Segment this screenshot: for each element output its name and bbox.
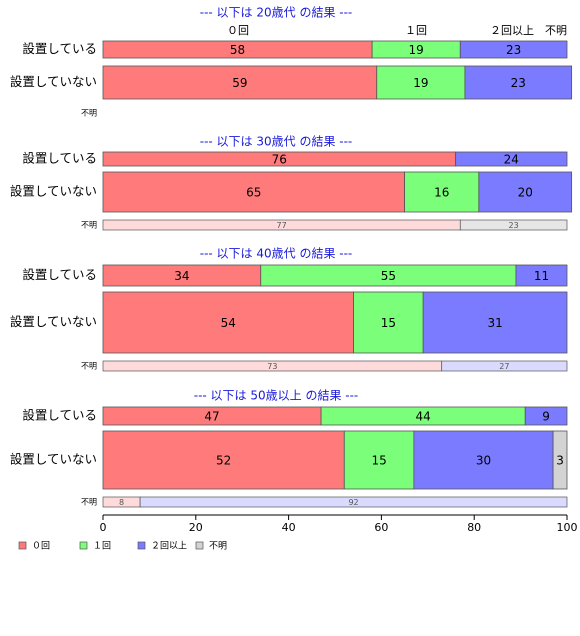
unknown-data-label: 77	[277, 221, 287, 230]
bar-segment	[422, 291, 568, 354]
bar-segment	[464, 65, 573, 100]
row-label: 設置していない	[10, 74, 97, 89]
unknown-label: 不明	[81, 109, 97, 118]
bar-segment	[478, 171, 573, 213]
legend-label: 不明	[209, 541, 227, 552]
data-label: 23	[506, 43, 521, 57]
column-header-1: １回	[405, 24, 427, 37]
group-title: --- 以下は 50歳以上 の結果 ---	[194, 389, 359, 403]
data-label: 15	[381, 316, 396, 330]
data-label: 20	[518, 186, 533, 200]
bar-segment	[376, 65, 466, 100]
bar-segment	[515, 264, 568, 287]
unknown-data-label: 92	[348, 498, 358, 507]
data-label: 58	[230, 43, 245, 57]
data-label: 9	[542, 410, 550, 424]
bar-segment	[102, 430, 345, 490]
data-label: 65	[246, 186, 261, 200]
group-title: --- 以下は 30歳代 の結果 ---	[200, 135, 353, 149]
row-label: 設置していない	[10, 314, 97, 329]
row-label: 設置している	[22, 41, 97, 56]
data-label: 3	[556, 454, 564, 468]
data-label: 34	[174, 269, 189, 283]
bar-segment	[353, 291, 424, 354]
data-label: 54	[221, 316, 236, 330]
data-label: 31	[487, 316, 502, 330]
x-tick-label: 100	[557, 521, 578, 534]
unknown-segment	[139, 496, 568, 508]
data-label: 44	[416, 410, 431, 424]
x-tick-label: 80	[467, 521, 481, 534]
unknown-data-label: 27	[499, 362, 509, 371]
unknown-label: 不明	[81, 362, 97, 371]
column-header-3: 不明	[545, 24, 567, 37]
data-label: 23	[511, 76, 526, 90]
data-label: 19	[413, 76, 428, 90]
data-label: 52	[216, 454, 231, 468]
unknown-label: 不明	[81, 498, 97, 507]
data-label: 11	[534, 269, 549, 283]
data-label: 47	[204, 410, 219, 424]
legend-swatch	[79, 541, 88, 550]
x-tick-label: 60	[374, 521, 388, 534]
legend-swatch	[195, 541, 204, 550]
data-label: 30	[476, 454, 491, 468]
legend-label: １回	[93, 541, 111, 552]
bar-segment	[404, 171, 480, 213]
unknown-segment	[459, 219, 568, 231]
group-title: --- 以下は 40歳代 の結果 ---	[200, 247, 353, 261]
bar-segment	[459, 40, 568, 59]
bar-segment	[102, 171, 406, 213]
data-label: 55	[381, 269, 396, 283]
unknown-data-label: 8	[119, 498, 124, 507]
legend-label: ２回以上	[151, 541, 187, 552]
data-label: 24	[504, 153, 519, 167]
x-tick-label: 20	[189, 521, 203, 534]
row-label: 設置していない	[10, 184, 97, 199]
x-tick-label: 0	[100, 521, 107, 534]
data-label: 59	[232, 76, 247, 90]
group-title: --- 以下は 20歳代 の結果 ---	[200, 6, 353, 20]
data-label: 15	[371, 454, 386, 468]
unknown-segment	[441, 360, 568, 372]
bar-segment	[524, 406, 568, 426]
bar-segment	[413, 430, 554, 490]
row-label: 設置している	[22, 267, 97, 282]
bar-segment	[455, 151, 568, 167]
column-header-0: ０回	[227, 24, 249, 37]
row-label: 設置している	[22, 408, 97, 423]
bar-segment	[343, 430, 415, 490]
row-label: 設置していない	[10, 452, 97, 467]
legend-label: ０回	[32, 541, 50, 552]
bar-segment	[102, 291, 354, 354]
legend-swatch	[137, 541, 146, 550]
x-tick-label: 40	[282, 521, 296, 534]
unknown-data-label: 23	[509, 221, 519, 230]
unknown-label: 不明	[81, 221, 97, 230]
data-label: 16	[434, 186, 449, 200]
data-label: 76	[272, 153, 287, 167]
column-header-2: ２回以上	[490, 24, 534, 37]
bar-segment	[552, 430, 568, 490]
legend-swatch	[18, 541, 27, 550]
unknown-data-label: 73	[267, 362, 277, 371]
row-label: 設置している	[22, 151, 97, 166]
data-label: 19	[409, 43, 424, 57]
